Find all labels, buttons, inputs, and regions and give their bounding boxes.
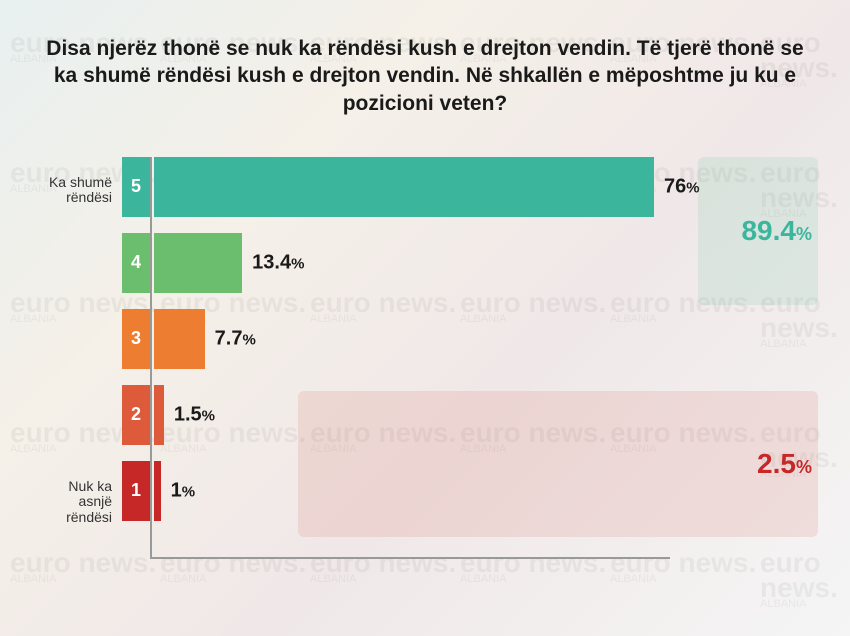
level-badge: 2 — [122, 385, 150, 445]
bar-track: 7.7% — [154, 309, 654, 369]
level-badge: 4 — [122, 233, 150, 293]
group-top-highlight: 89.4% — [698, 157, 818, 305]
bar-fill — [154, 309, 205, 369]
scale-end-label: Nuk ka asnjë rëndësi — [40, 479, 118, 525]
bar-fill — [154, 233, 242, 293]
bar-value-label: 13.4% — [252, 251, 304, 274]
bar-fill — [154, 461, 161, 521]
bar-chart: Ka shumë rëndësi576%413.4%37.7%21.5%Nuk … — [40, 157, 810, 577]
survey-question-title: Disa njerëz thonë se nuk ka rëndësi kush… — [0, 0, 850, 137]
level-badge: 5 — [122, 157, 150, 217]
bar-fill — [154, 157, 654, 217]
bar-track: 76% — [154, 157, 654, 217]
bar-value-label: 7.7% — [215, 327, 256, 350]
bar-value-label: 76% — [664, 175, 700, 198]
group-top-value: 89.4% — [741, 215, 812, 247]
bar-fill — [154, 385, 164, 445]
bar-value-label: 1.5% — [174, 403, 215, 426]
x-axis — [150, 557, 670, 559]
level-badge: 1 — [122, 461, 150, 521]
bar-value-label: 1% — [171, 479, 195, 502]
group-bottom-highlight: 2.5% — [298, 391, 818, 537]
y-axis — [150, 157, 152, 559]
group-bottom-value: 2.5% — [757, 448, 812, 480]
scale-end-label: Ka shumë rëndësi — [40, 175, 118, 206]
level-badge: 3 — [122, 309, 150, 369]
bar-track: 13.4% — [154, 233, 654, 293]
